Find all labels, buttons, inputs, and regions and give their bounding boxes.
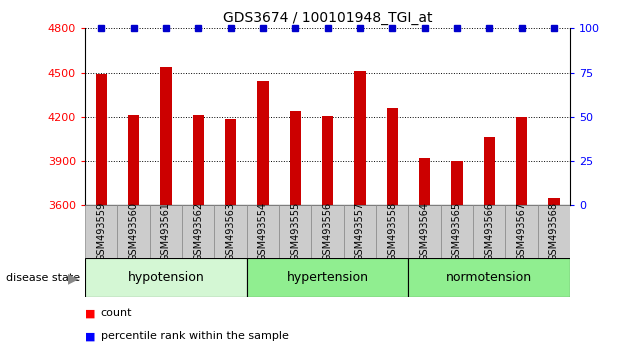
- Text: GSM493566: GSM493566: [484, 202, 495, 261]
- Bar: [311, 205, 344, 258]
- Bar: [160, 67, 171, 205]
- Text: hypertension: hypertension: [287, 272, 369, 284]
- Text: disease state: disease state: [6, 273, 81, 283]
- Text: hypotension: hypotension: [127, 272, 204, 284]
- Bar: [257, 81, 268, 205]
- Bar: [441, 205, 473, 258]
- Bar: [419, 158, 430, 205]
- Bar: [538, 205, 570, 258]
- Text: ■: ■: [85, 308, 96, 318]
- Text: GSM493567: GSM493567: [517, 202, 527, 262]
- Text: GSM493562: GSM493562: [193, 202, 203, 262]
- Bar: [182, 205, 214, 258]
- Text: ▶: ▶: [68, 271, 79, 285]
- Bar: [290, 111, 301, 205]
- Text: normotension: normotension: [446, 272, 532, 284]
- Bar: [376, 205, 408, 258]
- Bar: [117, 205, 150, 258]
- Bar: [408, 205, 441, 258]
- Bar: [484, 137, 495, 205]
- Text: percentile rank within the sample: percentile rank within the sample: [101, 331, 289, 341]
- Bar: [85, 258, 247, 297]
- Text: GSM493559: GSM493559: [96, 202, 106, 262]
- Bar: [96, 74, 107, 205]
- Text: GSM493563: GSM493563: [226, 202, 236, 261]
- Text: GSM493564: GSM493564: [420, 202, 430, 261]
- Text: ■: ■: [85, 331, 96, 341]
- Text: GSM493565: GSM493565: [452, 202, 462, 262]
- Text: GSM493556: GSM493556: [323, 202, 333, 262]
- Bar: [225, 119, 236, 205]
- Bar: [451, 161, 462, 205]
- Bar: [344, 205, 376, 258]
- Text: GSM493555: GSM493555: [290, 202, 301, 262]
- Text: GSM493554: GSM493554: [258, 202, 268, 262]
- Bar: [85, 205, 117, 258]
- Bar: [193, 115, 204, 205]
- Bar: [505, 205, 538, 258]
- Text: GSM493558: GSM493558: [387, 202, 398, 262]
- Bar: [354, 71, 365, 205]
- Bar: [128, 115, 139, 205]
- Bar: [247, 258, 408, 297]
- Bar: [548, 198, 559, 205]
- Bar: [214, 205, 247, 258]
- Bar: [516, 117, 527, 205]
- Title: GDS3674 / 100101948_TGI_at: GDS3674 / 100101948_TGI_at: [223, 11, 432, 24]
- Text: count: count: [101, 308, 132, 318]
- Text: GSM493557: GSM493557: [355, 202, 365, 262]
- Text: GSM493560: GSM493560: [129, 202, 139, 261]
- Bar: [473, 205, 505, 258]
- Bar: [150, 205, 182, 258]
- Bar: [279, 205, 311, 258]
- Text: GSM493561: GSM493561: [161, 202, 171, 261]
- Bar: [408, 258, 570, 297]
- Bar: [247, 205, 279, 258]
- Text: GSM493568: GSM493568: [549, 202, 559, 261]
- Bar: [322, 116, 333, 205]
- Bar: [387, 108, 398, 205]
